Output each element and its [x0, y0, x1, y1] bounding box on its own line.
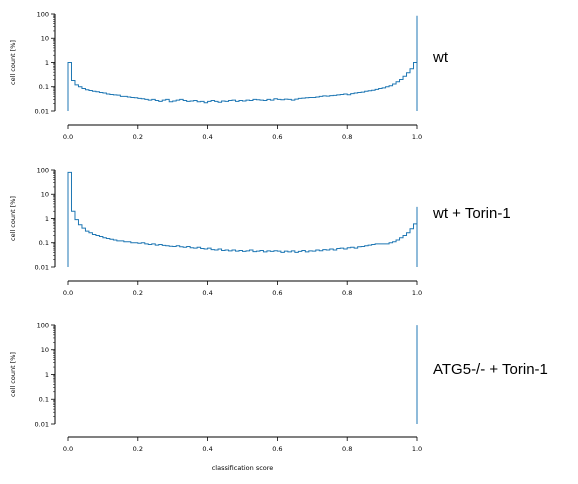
x-tick-label: 0.8	[342, 133, 352, 141]
panel-title: wt	[432, 49, 449, 66]
x-tick-label: 0.6	[272, 445, 282, 453]
x-tick-label: 0.2	[133, 133, 143, 141]
x-tick-label: 1.0	[412, 289, 422, 297]
x-tick-label: 1.0	[412, 133, 422, 141]
y-axis-label: cell count [%]	[9, 196, 17, 241]
x-tick-label: 0.6	[272, 133, 282, 141]
x-tick-label: 0.8	[342, 289, 352, 297]
y-tick-label: 100	[37, 166, 49, 174]
x-tick-label: 0.0	[63, 133, 73, 141]
y-tick-label: 0.1	[39, 239, 49, 247]
x-tick-label: 0.2	[133, 445, 143, 453]
y-tick-label: 1	[45, 215, 49, 223]
y-tick-label: 100	[37, 10, 49, 18]
y-tick-label: 0.01	[35, 107, 49, 115]
panel-title: wt + Torin-1	[432, 205, 511, 222]
x-tick-label: 0.4	[202, 289, 212, 297]
y-tick-label: 1	[45, 59, 49, 67]
y-tick-label: 100	[37, 321, 49, 329]
x-tick-label: 0.0	[63, 289, 73, 297]
y-tick-label: 10	[41, 191, 49, 199]
y-tick-label: 0.01	[35, 420, 49, 428]
histogram-panel-3: 100 10 1 0.1 0.01 cell count [%] 0.0 0.2 0.4 0.6 0…	[9, 321, 548, 472]
y-tick-label: 10	[41, 346, 49, 354]
y-tick-label: 0.01	[35, 263, 49, 271]
histogram-panel-1: 100 10 1 0.1 0.01 cell count [%] 0.0 0.2 0.4 0.6 0…	[9, 10, 449, 141]
y-axis-label: cell count [%]	[9, 352, 17, 397]
x-tick-label: 0.4	[202, 445, 212, 453]
histogram-series	[67, 15, 418, 111]
x-tick-label: 0.8	[342, 445, 352, 453]
y-tick-label: 1	[45, 371, 49, 379]
histogram-panel-2: 100 10 1 0.1 0.01 cell count [%] 0.0 0.2 0.4 0.6 0…	[9, 166, 511, 297]
y-tick-label: 0.1	[39, 83, 49, 91]
x-axis-label: classification score	[212, 464, 274, 472]
y-tick-label: 10	[41, 35, 49, 43]
x-tick-label: 0.0	[63, 445, 73, 453]
panel-title: ATG5-/- + Torin-1	[433, 361, 548, 378]
x-tick-label: 1.0	[412, 445, 422, 453]
y-tick-label: 0.1	[39, 396, 49, 404]
x-tick-label: 0.4	[202, 133, 212, 141]
x-tick-label: 0.2	[133, 289, 143, 297]
y-axis-label: cell count [%]	[9, 40, 17, 85]
histogram-series	[67, 171, 418, 267]
x-tick-label: 0.6	[272, 289, 282, 297]
